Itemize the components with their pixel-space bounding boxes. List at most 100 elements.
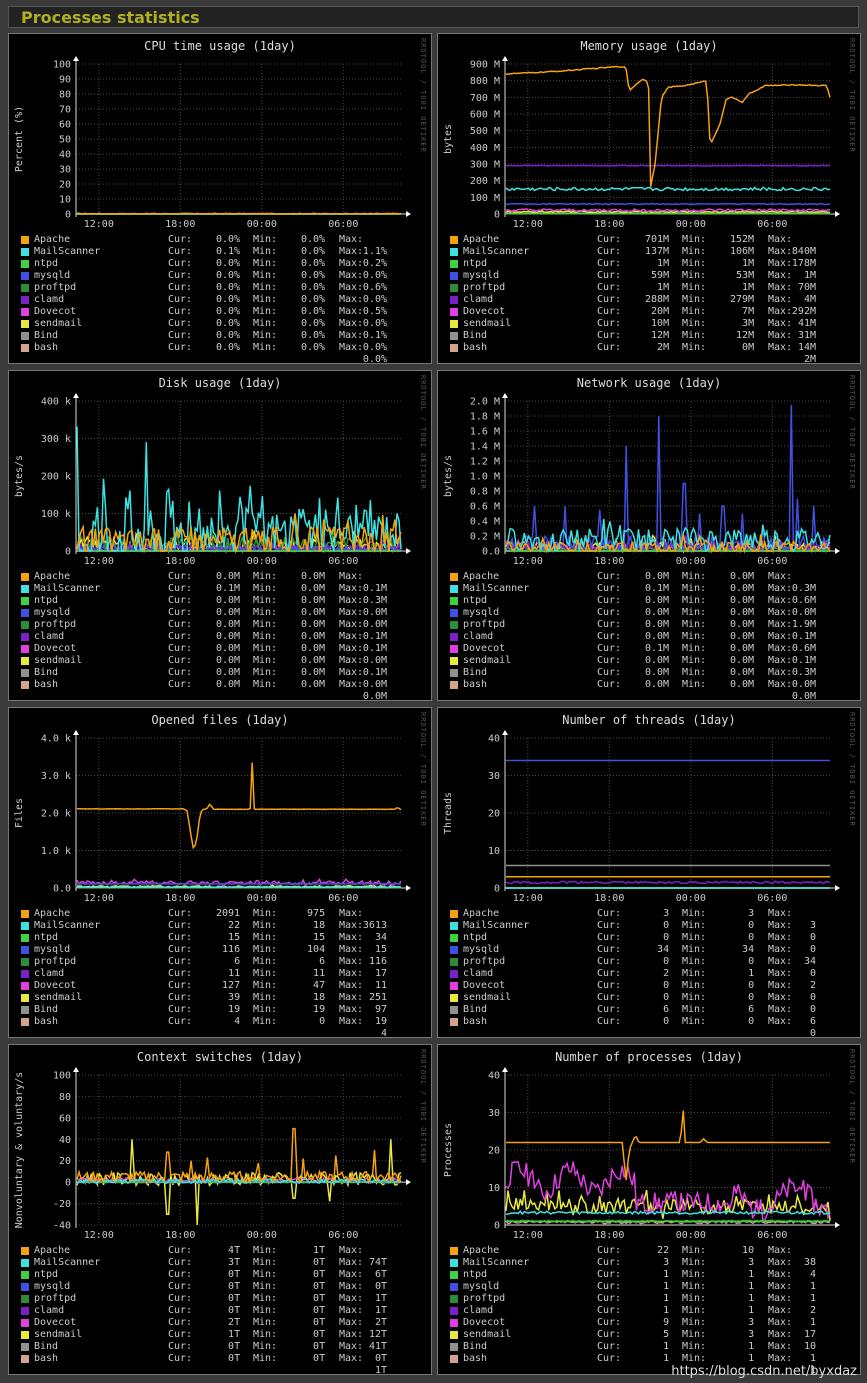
y-tick-label: 0.0 bbox=[482, 547, 500, 558]
y-tick-label: 400 k bbox=[41, 397, 71, 408]
legend-max-label: Max: bbox=[768, 306, 793, 317]
y-tick-label: 1.8 M bbox=[470, 412, 500, 423]
legend-cur-label: Cur: bbox=[597, 1305, 622, 1316]
legend-series-name: Bind bbox=[34, 330, 59, 341]
rrdtool-watermark: RRDTOOL / TOBI OETIKER bbox=[419, 38, 427, 153]
legend-min-label: Min: bbox=[253, 294, 278, 305]
legend-row: Apache Cur: 22 Min: 10 Max: 38 bbox=[450, 1245, 840, 1268]
legend-min-label: Min: bbox=[682, 1317, 707, 1328]
legend-min-value: 0T bbox=[313, 1269, 326, 1280]
legend-swatch bbox=[450, 681, 458, 689]
y-tick-label: 700 M bbox=[470, 93, 500, 104]
legend-max-label: Max: bbox=[768, 956, 793, 967]
legend-cur-label: Cur: bbox=[597, 631, 622, 642]
legend-min-label: Min: bbox=[682, 330, 707, 341]
legend-series-name: Bind bbox=[463, 1341, 488, 1352]
legend-cur-value: 0.0% bbox=[216, 234, 241, 245]
legend-swatch bbox=[450, 332, 458, 340]
legend-min-value: 0T bbox=[313, 1341, 326, 1352]
legend-max-value: 0.1M bbox=[362, 631, 387, 642]
legend-min-label: Min: bbox=[682, 595, 707, 606]
legend-min-label: Min: bbox=[253, 1317, 278, 1328]
legend-min-value: 0T bbox=[313, 1257, 326, 1268]
legend-max-value: 0T bbox=[374, 1353, 387, 1364]
legend-row: mysqld Cur: 0.0M Min: 0.0M Max:0.0M bbox=[21, 607, 411, 630]
legend-min-label: Min: bbox=[682, 1329, 707, 1340]
legend-series-name: MailScanner bbox=[463, 246, 530, 257]
series-line-dovecot bbox=[76, 877, 402, 888]
legend-cur-label: Cur: bbox=[597, 246, 622, 257]
legend-max-value: 0.1M bbox=[791, 655, 816, 666]
legend-series-name: Dovecot bbox=[463, 306, 506, 317]
legend-swatch bbox=[21, 982, 29, 990]
legend-swatch bbox=[450, 272, 458, 280]
legend-row: clamd Cur: 11 Min: 11 Max: 11 bbox=[21, 968, 411, 991]
y-axis-arrow bbox=[502, 56, 508, 61]
legend-max-value: 41M bbox=[797, 318, 816, 329]
legend-max-label: Max: bbox=[339, 631, 364, 642]
legend-min-value: 3 bbox=[748, 1329, 755, 1340]
legend-min-label: Min: bbox=[253, 1341, 278, 1352]
legend-row: Dovecot Cur: 20M Min: 7M Max: 41M bbox=[450, 306, 840, 329]
legend-max-label: Max: bbox=[768, 920, 793, 931]
chart-title: Memory usage (1day) bbox=[580, 39, 718, 53]
legend-swatch bbox=[21, 946, 29, 954]
legend-swatch bbox=[21, 1307, 29, 1315]
legend-min-label: Min: bbox=[253, 956, 278, 967]
legend-cur-label: Cur: bbox=[168, 1269, 193, 1280]
legend-series-name: clamd bbox=[463, 294, 494, 305]
legend-series-name: ntpd bbox=[463, 932, 488, 943]
legend-max-label: Max: bbox=[768, 246, 793, 257]
legend-row: Apache Cur: 701M Min: 152M Max:840M bbox=[450, 234, 840, 257]
legend-max-label: Max: bbox=[768, 1257, 793, 1268]
legend-row: clamd Cur: 2 Min: 1 Max: 2 bbox=[450, 968, 840, 991]
legend-min-label: Min: bbox=[682, 1281, 707, 1292]
legend-row: Dovecot Cur: 9 Min: 3 Max: 17 bbox=[450, 1317, 840, 1340]
legend-min-value: 0T bbox=[313, 1353, 326, 1364]
legend-swatch bbox=[21, 970, 29, 978]
y-axis-label: bytes bbox=[443, 124, 454, 154]
chart-svg: Processes 0 10 20 30 40 12:00 18:00 00:00 06:00 bbox=[443, 1067, 840, 1241]
y-tick-label: 0.0 bbox=[53, 884, 71, 895]
legend-cur-label: Cur: bbox=[168, 968, 193, 979]
legend-series-name: Bind bbox=[34, 667, 59, 678]
legend-cur-value: 0.0% bbox=[216, 342, 241, 353]
legend-swatch bbox=[21, 1271, 29, 1279]
legend-min-value: 106M bbox=[730, 246, 755, 257]
legend-swatch bbox=[21, 284, 29, 292]
legend-cur-value: 15 bbox=[228, 932, 241, 943]
legend-max-label: Max: bbox=[768, 619, 793, 630]
legend-cur-label: Cur: bbox=[168, 1305, 193, 1316]
legend-max-label: Max: bbox=[339, 1257, 364, 1268]
legend-min-value: 975 bbox=[307, 908, 326, 919]
legend-series-name: Apache bbox=[463, 234, 500, 245]
legend-max-value: 178M bbox=[791, 258, 816, 269]
legend-series-name: ntpd bbox=[34, 932, 59, 943]
legend-row: clamd Cur: 0T Min: 0T Max: 2T bbox=[21, 1305, 411, 1328]
legend-series-name: Dovecot bbox=[34, 306, 77, 317]
legend-swatch bbox=[450, 657, 458, 665]
legend-min-label: Min: bbox=[253, 908, 278, 919]
legend-max-value: 0.6% bbox=[362, 282, 387, 293]
legend-cur-value: 0.0M bbox=[645, 571, 670, 582]
legend-cur-value: 288M bbox=[645, 294, 670, 305]
legend-max-value: 1.9M bbox=[791, 619, 816, 630]
legend-min-label: Min: bbox=[253, 607, 278, 618]
legend-row: ntpd Cur: 0T Min: 0T Max: 0T bbox=[21, 1269, 411, 1292]
legend-swatch bbox=[450, 633, 458, 641]
legend-max-value: 0.1M bbox=[362, 643, 387, 654]
legend-max-value: 0.1M bbox=[791, 631, 816, 642]
legend-min-value: 0.0M bbox=[730, 619, 755, 630]
legend-series-name: MailScanner bbox=[34, 1257, 101, 1268]
x-tick-label: 00:00 bbox=[247, 219, 277, 230]
legend-max-label: Max: bbox=[339, 1004, 364, 1015]
legend-series-name: clamd bbox=[34, 1305, 65, 1316]
legend-swatch bbox=[21, 296, 29, 304]
legend-max-label: Max: bbox=[339, 956, 364, 967]
rrdtool-watermark: RRDTOOL / TOBI OETIKER bbox=[419, 1049, 427, 1164]
series-line-sendmail bbox=[505, 210, 831, 214]
legend-cur-label: Cur: bbox=[168, 1317, 193, 1328]
legend-max-label: Max: bbox=[339, 306, 364, 317]
chart-svg: Files 0.0 1.0 k 2.0 k 3.0 k 4.0 k 12:00 18:00 00… bbox=[14, 730, 411, 904]
legend-cur-value: 0.0% bbox=[216, 294, 241, 305]
